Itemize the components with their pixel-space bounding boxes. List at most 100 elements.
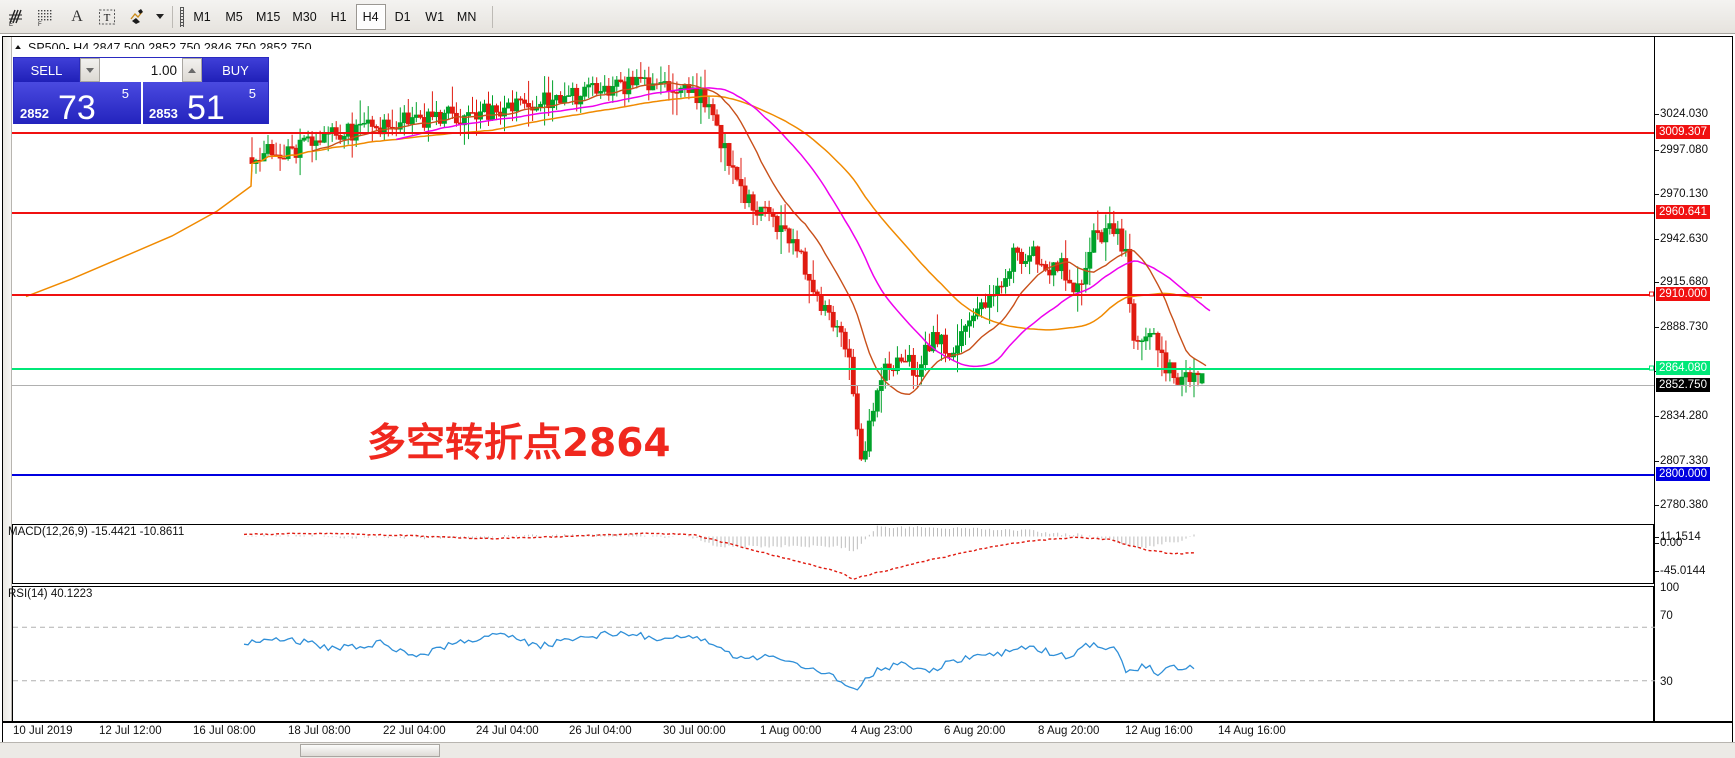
one-click-trade-panel[interactable]: SELL 1.00 BUY 2852 73 5 2853 51 5 [13,57,269,127]
period-M1[interactable]: M1 [193,9,211,24]
price-axis-label: 2780.380 [1660,499,1708,511]
time-axis-label: 12 Jul 12:00 [99,725,162,737]
price-tick [1655,327,1659,328]
buy-button[interactable]: BUY [203,58,268,82]
time-axis-label: 16 Jul 08:00 [193,725,256,737]
collapse-icon[interactable] [13,44,23,52]
period-MN[interactable]: MN [456,9,477,24]
price-tag-support-2800[interactable]: 2800.000 [1656,467,1710,481]
price-tick [1655,461,1659,462]
time-axis-line [3,722,1732,723]
rsi-axis-label: 100 [1660,582,1680,594]
level-line-support-2800[interactable] [12,474,1654,476]
sell-price-prefix: 2852 [20,106,49,121]
scrollbar-thumb[interactable] [300,744,440,757]
price-axis-label: 2834.280 [1660,410,1708,422]
time-axis-label: 14 Aug 16:00 [1218,725,1286,737]
price-tag-resistance-2910[interactable]: 2910.000 [1656,287,1710,301]
macd-axis-label: 0.00 [1660,537,1683,549]
level-handle-resistance-2910[interactable] [1649,291,1654,297]
period-M15[interactable]: M15 [256,9,281,24]
level-line-current-price-2852[interactable] [12,385,1654,386]
price-tag-current-price-2852[interactable]: 2852.750 [1656,378,1710,392]
chart-left-edge [3,37,12,721]
time-axis-label: 26 Jul 04:00 [569,725,632,737]
price-axis[interactable]: 3024.030 2997.080 2970.130 2942.630 2915.680… [1654,37,1732,721]
svg-text:T: T [104,12,111,24]
price-pane[interactable]: 多空转折点2864 [12,49,1654,521]
price-axis-label: 2888.730 [1660,321,1708,333]
macd-axis-label: 11.1514 [1660,531,1701,543]
crosshair-grid-icon[interactable]: F [32,3,62,31]
volume-decrement-button[interactable] [80,58,100,82]
macd-title: MACD(12,26,9) -15.4421 -10.8611 [8,526,185,538]
period-H1[interactable]: H1 [330,9,347,24]
macd-plot [243,525,1195,581]
buy-price-box[interactable]: 2853 51 5 [140,82,268,127]
trade-panel-prices: 2852 73 5 2853 51 5 [14,82,268,127]
price-tag-resistance-3009[interactable]: 3009.307 [1656,125,1710,139]
indicators-icon[interactable]: E [2,3,32,31]
period-M5[interactable]: M5 [225,9,243,24]
chart-window: SP500-,H4 2847.500 2852.750 2846.750 285… [2,36,1733,722]
price-tag-resistance-2960[interactable]: 2960.641 [1656,205,1710,219]
level-line-resistance-2910[interactable] [12,294,1654,296]
macd-axis-label: -45.0144 [1660,565,1706,577]
sell-price-main: 73 [58,89,96,127]
rsi-axis-label: 30 [1660,676,1673,688]
objects-dropdown-icon[interactable] [152,3,168,31]
price-axis-label: 2915.680 [1660,276,1708,288]
macd-pane[interactable] [12,524,1654,584]
text-object-icon[interactable]: T [92,3,122,31]
period-W1[interactable]: W1 [425,9,445,24]
time-axis-label: 30 Jul 00:00 [663,725,726,737]
price-tick [1655,239,1659,240]
price-axis-label: 2970.130 [1660,188,1708,200]
level-line-pivot-2864[interactable] [12,368,1654,370]
volume-stepper[interactable]: 1.00 [79,58,203,82]
price-tick [1655,150,1659,151]
time-axis-label: 1 Aug 00:00 [760,725,822,737]
rsi-pane[interactable] [12,586,1655,722]
time-axis-label: 10 Jul 2019 [13,725,73,737]
time-axis-label: 24 Jul 04:00 [476,725,539,737]
macd-axis-tick [1655,571,1659,572]
price-tick [1655,282,1659,283]
level-line-resistance-3009[interactable] [12,132,1654,134]
periods-grip-icon [177,3,187,31]
time-axis[interactable]: 10 Jul 2019 12 Jul 12:00 16 Jul 08:00 18 Ju… [2,722,1733,742]
svg-text:E: E [9,22,13,27]
time-axis-label: 12 Aug 16:00 [1125,725,1193,737]
level-handle-pivot-2864[interactable] [1649,365,1654,371]
sell-price-box[interactable]: 2852 73 5 [14,82,141,127]
text-label-icon[interactable]: A [71,7,83,25]
price-tick [1655,416,1659,417]
macd-axis-tick [1655,543,1659,544]
price-tick [1655,505,1659,506]
horizontal-scrollbar[interactable] [0,742,1735,758]
price-tag-pivot-2864[interactable]: 2864.080 [1656,361,1710,375]
main-toolbar: E F A T [0,0,1735,34]
buy-price-main: 51 [186,89,225,127]
candlestick-plot [25,62,1211,463]
rsi-axis-label: 70 [1660,610,1673,622]
price-axis-label: 2942.630 [1660,233,1708,245]
level-line-resistance-2960[interactable] [12,212,1654,214]
time-axis-label: 4 Aug 23:00 [851,725,913,737]
time-axis-label: 22 Jul 04:00 [383,725,446,737]
volume-input[interactable]: 1.00 [100,58,182,82]
buy-price-fraction: 5 [248,86,256,101]
drawing-objects-icon[interactable] [122,3,152,31]
time-axis-label: 18 Jul 08:00 [288,725,351,737]
price-tick [1655,114,1659,115]
period-M30[interactable]: M30 [292,9,317,24]
trade-panel-controls: SELL 1.00 BUY [14,58,268,82]
sell-button[interactable]: SELL [14,58,79,82]
toolbar-separator-1 [172,5,173,28]
chart-annotation-text: 多空转折点2864 [367,421,671,466]
period-H4[interactable]: H4 [355,3,386,30]
period-D1[interactable]: D1 [394,9,411,24]
volume-increment-button[interactable] [182,58,202,82]
macd-axis-tick [1655,537,1659,538]
rsi-plot [13,626,1655,691]
